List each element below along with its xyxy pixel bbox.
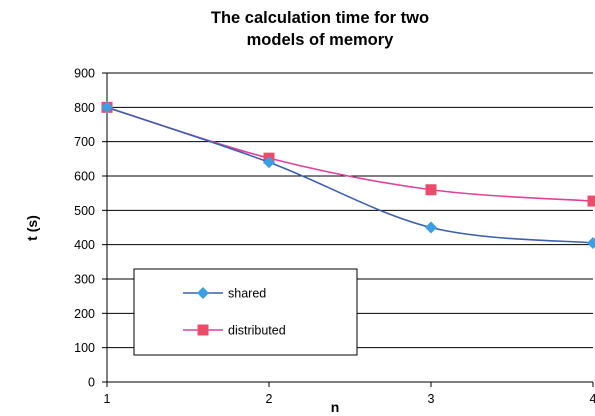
legend: shared distributed: [133, 268, 358, 356]
data-point-shared: [101, 101, 113, 114]
data-point-distributed: [425, 184, 437, 196]
x-tick-label: 1: [104, 392, 111, 406]
y-tick-label: 800: [74, 101, 95, 115]
x-axis-label: n: [331, 399, 340, 415]
legend-label-shared: shared: [228, 287, 266, 301]
chart-title-line-2: models of memory: [246, 31, 394, 49]
legend-label-distributed: distributed: [228, 324, 286, 338]
series-lines: [101, 101, 595, 249]
data-point-shared: [425, 221, 437, 234]
series-line-distributed: [106, 106, 594, 202]
legend-marker-distributed: [197, 324, 209, 336]
y-tick-label: 400: [74, 238, 95, 252]
y-tick-label: 100: [74, 341, 95, 355]
data-point-shared: [263, 156, 275, 169]
y-tick-label: 900: [74, 67, 95, 81]
chart-title-line-1: The calculation time for two: [210, 9, 430, 27]
legend-box: [133, 268, 358, 356]
axes: 0 100 200 300 400 500 600 700 800 900 1 2 3 4 n: [74, 67, 595, 416]
y-tick-label: 0: [88, 376, 95, 390]
x-tick-label: 4: [590, 392, 595, 406]
legend-marker-shared: [197, 287, 209, 299]
y-tick-label: 700: [74, 135, 95, 149]
data-point-distributed: [587, 195, 595, 207]
x-tick-label: 2: [266, 392, 273, 406]
series-line-shared: [106, 106, 594, 244]
y-tick-label: 600: [74, 170, 95, 184]
y-tick-label: 300: [74, 273, 95, 287]
x-tick-label: 3: [428, 392, 435, 406]
y-tick-label: 200: [74, 307, 95, 321]
data-point-shared: [587, 236, 595, 249]
y-tick-label: 500: [74, 204, 95, 218]
